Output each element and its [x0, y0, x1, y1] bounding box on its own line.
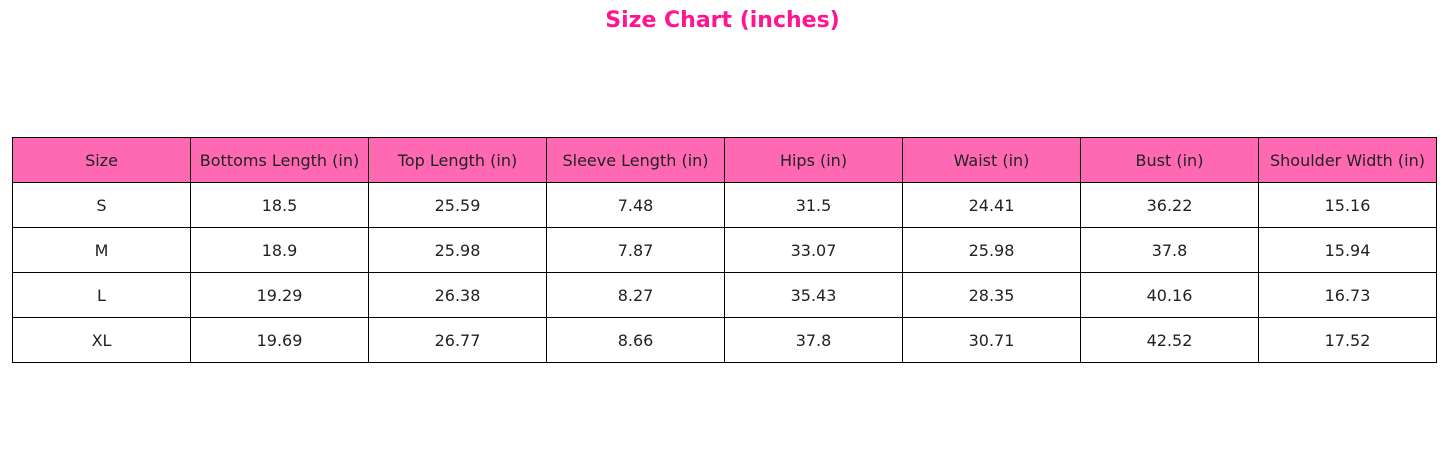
table-row: M 18.9 25.98 7.87 33.07 25.98 37.8 15.94: [12, 227, 1437, 273]
table-cell: 19.29: [190, 272, 369, 318]
column-header: Size: [12, 137, 191, 183]
column-header: Hips (in): [724, 137, 903, 183]
table-cell: 35.43: [724, 272, 903, 318]
table-cell: 15.94: [1258, 227, 1437, 273]
column-header: Top Length (in): [368, 137, 547, 183]
chart-title: Size Chart (inches): [605, 8, 840, 33]
table-cell: 33.07: [724, 227, 903, 273]
table-cell: 28.35: [902, 272, 1081, 318]
table-cell: 25.98: [368, 227, 547, 273]
table-cell: 8.66: [546, 317, 725, 363]
table-cell: 24.41: [902, 182, 1081, 228]
table-cell: 19.69: [190, 317, 369, 363]
table-cell: 16.73: [1258, 272, 1437, 318]
table-cell: 7.87: [546, 227, 725, 273]
size-cell: L: [12, 272, 191, 318]
table-cell: 26.38: [368, 272, 547, 318]
size-cell: S: [12, 182, 191, 228]
size-table: Size Bottoms Length (in) Top Length (in) Sl…: [12, 137, 1437, 363]
table-cell: 18.5: [190, 182, 369, 228]
table-row: L 19.29 26.38 8.27 35.43 28.35 40.16 16.73: [12, 272, 1437, 318]
table-cell: 26.77: [368, 317, 547, 363]
table-cell: 18.9: [190, 227, 369, 273]
table-row: S 18.5 25.59 7.48 31.5 24.41 36.22 15.16: [12, 182, 1437, 228]
column-header: Bottoms Length (in): [190, 137, 369, 183]
table-cell: 42.52: [1080, 317, 1259, 363]
table-cell: 7.48: [546, 182, 725, 228]
table-cell: 37.8: [724, 317, 903, 363]
size-cell: M: [12, 227, 191, 273]
column-header: Shoulder Width (in): [1258, 137, 1437, 183]
table-cell: 37.8: [1080, 227, 1259, 273]
table-cell: 40.16: [1080, 272, 1259, 318]
table-cell: 8.27: [546, 272, 725, 318]
column-header: Waist (in): [902, 137, 1081, 183]
table-cell: 36.22: [1080, 182, 1259, 228]
table-row: XL 19.69 26.77 8.66 37.8 30.71 42.52 17.52: [12, 317, 1437, 363]
table-cell: 25.98: [902, 227, 1081, 273]
table-cell: 17.52: [1258, 317, 1437, 363]
column-header: Sleeve Length (in): [546, 137, 725, 183]
column-header: Bust (in): [1080, 137, 1259, 183]
size-cell: XL: [12, 317, 191, 363]
table-cell: 30.71: [902, 317, 1081, 363]
table-cell: 31.5: [724, 182, 903, 228]
header-row: Size Bottoms Length (in) Top Length (in) Sl…: [12, 137, 1437, 183]
table-cell: 15.16: [1258, 182, 1437, 228]
table-cell: 25.59: [368, 182, 547, 228]
